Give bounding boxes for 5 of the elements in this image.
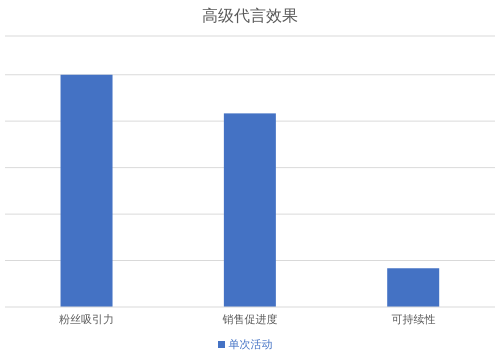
- legend-label: 单次活动: [228, 338, 272, 351]
- x-tick-label: 粉丝吸引力: [59, 312, 114, 326]
- chart-title: 高级代言效果: [201, 5, 299, 27]
- x-tick-label: 销售促进度: [222, 312, 278, 326]
- x-tick-label: 可持续性: [391, 312, 436, 326]
